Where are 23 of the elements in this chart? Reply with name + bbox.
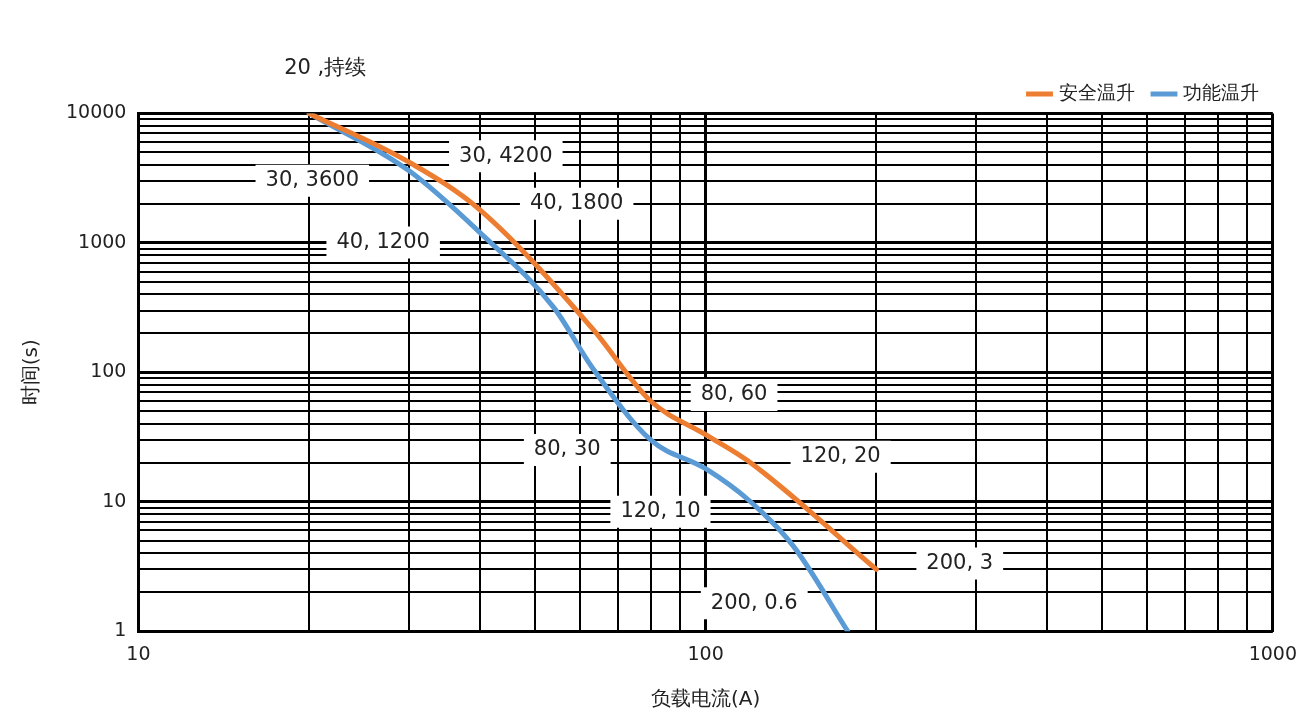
annotation: 80, 60	[700, 381, 768, 406]
annotation: 200, 3	[926, 549, 994, 574]
annotation: 80, 30	[533, 436, 601, 461]
y-tick-label: 100	[90, 359, 127, 382]
x-tick-label: 1000	[1248, 641, 1297, 664]
x-axis-title: 负载电流(A)	[650, 686, 761, 711]
annotation: 30, 3600	[265, 167, 360, 192]
y-tick-label: 10	[102, 488, 127, 511]
y-tick-label: 1	[114, 618, 127, 641]
annotation: 40, 1800	[529, 190, 624, 215]
annotation: 30, 4200	[459, 142, 553, 167]
annotation: 20 ,持续	[284, 54, 367, 79]
x-tick-label: 100	[687, 641, 724, 664]
legend-label: 安全温升	[1058, 80, 1135, 103]
annotation: 40, 1200	[336, 229, 430, 254]
legend-label: 功能温升	[1183, 80, 1259, 103]
y-tick-label: 10000	[65, 100, 127, 123]
y-tick-label: 1000	[78, 229, 127, 252]
x-tick-label: 10	[126, 641, 151, 664]
annotation: 120, 10	[620, 498, 701, 523]
annotation: 200, 0.6	[710, 589, 798, 614]
y-axis-title: 时间(s)	[18, 339, 43, 406]
annotation: 120, 20	[800, 443, 881, 468]
